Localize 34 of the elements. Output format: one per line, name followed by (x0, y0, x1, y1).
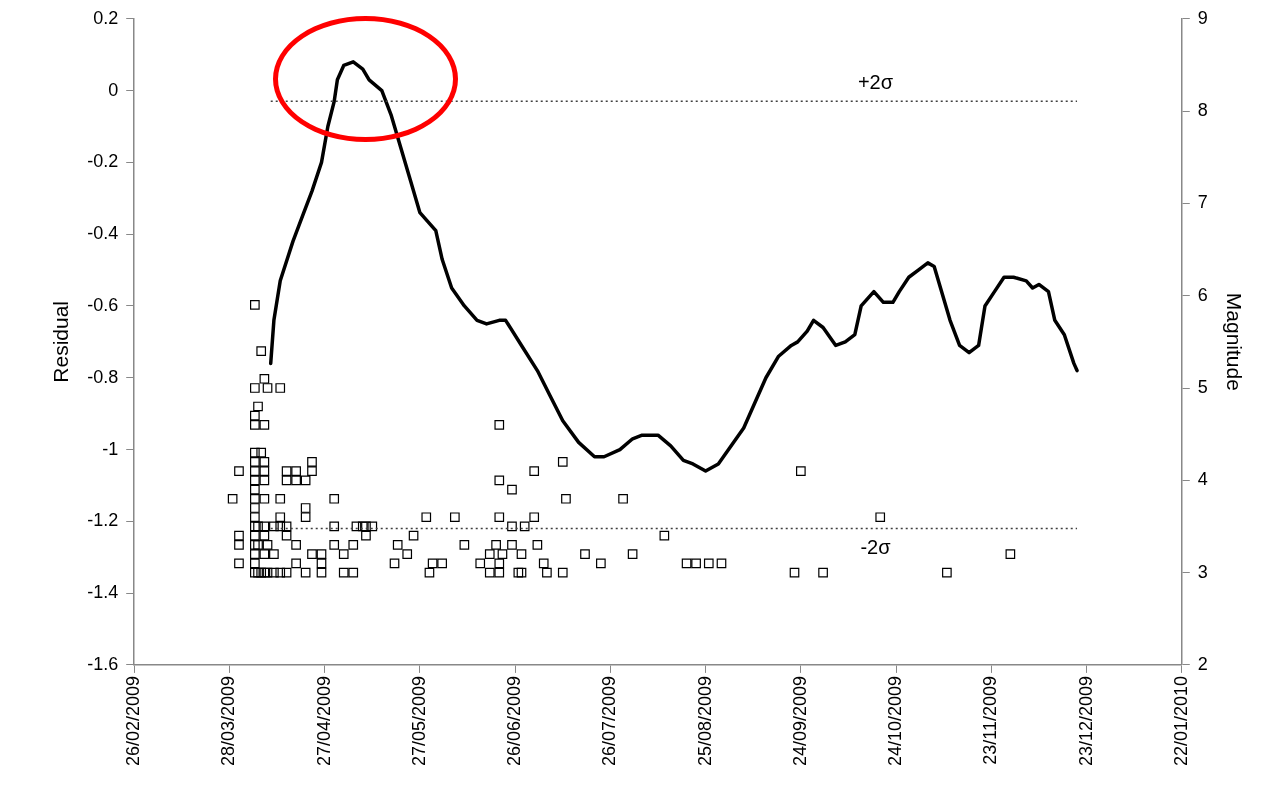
ref-line-label: +2σ (857, 70, 894, 93)
y2-tick-label: 7 (1197, 192, 1208, 213)
y-axis-title: Residual (49, 301, 73, 383)
x-tick-label: 22/01/2010 (1170, 675, 1191, 767)
x-tick-label: 23/11/2009 (980, 675, 1001, 765)
y2-tick-label: 4 (1197, 469, 1208, 490)
ref-line-label: -2σ (860, 536, 892, 559)
y-tick-label: 0 (108, 79, 119, 100)
y-tick-label: -0.2 (87, 151, 119, 172)
x-tick-label: 27/04/2009 (313, 675, 334, 767)
y-tick-label: -1 (102, 438, 119, 459)
x-tick-label: 26/07/2009 (599, 675, 620, 767)
y-tick-label: -1.6 (87, 653, 119, 674)
y2-tick-label: 5 (1197, 376, 1208, 397)
x-tick-label: 25/08/2009 (694, 675, 715, 767)
y-tick-label: -1.2 (87, 510, 119, 531)
y2-tick-label: 2 (1197, 653, 1208, 674)
y-tick-label: -1.4 (87, 582, 119, 603)
y-tick-label: -0.6 (87, 294, 119, 315)
x-tick-label: 26/06/2009 (504, 675, 525, 767)
y2-tick-label: 3 (1197, 561, 1208, 582)
y2-tick-label: 8 (1197, 100, 1208, 121)
y-tick-label: -0.4 (87, 223, 119, 244)
y2-axis-title: Magnitude (1222, 292, 1246, 391)
y2-tick-label: 9 (1197, 7, 1208, 28)
x-tick-label: 24/09/2009 (789, 675, 810, 767)
x-tick-label: 24/10/2009 (885, 675, 906, 767)
x-tick-label: 26/02/2009 (123, 675, 144, 767)
y-tick-label: -0.8 (87, 366, 119, 387)
y-tick-label: 0.2 (93, 7, 119, 28)
x-tick-label: 23/12/2009 (1075, 675, 1096, 767)
y2-tick-label: 6 (1197, 284, 1208, 305)
x-tick-label: 27/05/2009 (408, 675, 429, 767)
x-tick-label: 28/03/2009 (218, 675, 239, 767)
